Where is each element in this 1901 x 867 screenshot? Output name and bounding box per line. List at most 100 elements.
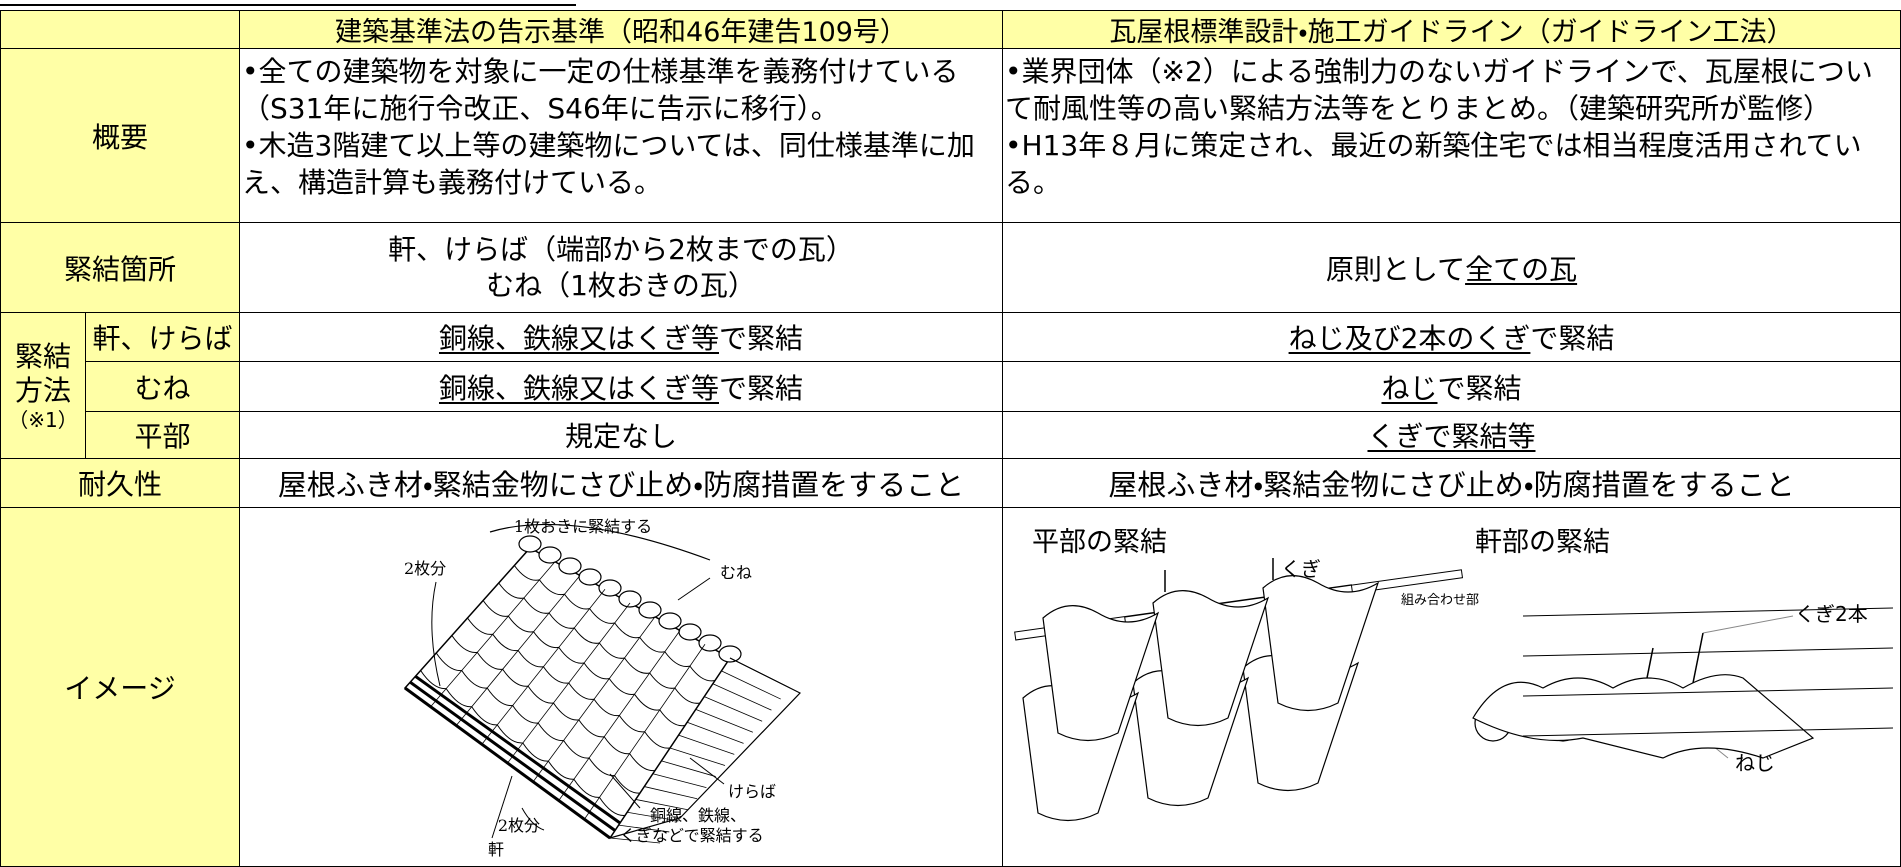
paragraph: •木造3階建て以上等の建築物については、同仕様基準に加え、構造計算も義務付けてい… [242,129,975,199]
eave-tile [1472,674,1815,759]
text: 銅線、鉄線又はくぎ等で緊結 [439,367,803,407]
tile-course [435,652,641,794]
text: 原則として全ての瓦 [1326,248,1577,288]
cell: 軒、けらば（端部から2枚までの瓦） むね（1枚おきの瓦） [239,222,1003,313]
paragraph: •H13年８月に策定され、最近の新築住宅では相当程度活用されている。 [1005,129,1862,199]
ridge-tile [678,623,702,641]
illustration-label: 組み合わせ部 [1401,593,1479,608]
illustration-label: 軒 [488,840,504,859]
tile-course [498,582,701,704]
hatch [678,734,735,755]
text: むね（1枚おきの瓦） [486,268,756,302]
label: むね [134,371,191,405]
text: で緊結 [719,322,804,355]
tile [1262,575,1380,712]
ridge-tile [538,546,562,564]
text: 軒、けらば（端部から2枚までの瓦） [388,232,854,266]
illustration-label: 1枚おきに緊結する [514,517,652,536]
text: ねじで緊結 [1381,367,1521,407]
tile [1152,590,1270,727]
brace [489,523,711,561]
row-label: 概要 [0,48,240,223]
text: 原則として [1325,252,1466,286]
hatch [661,760,716,777]
illustration-label: くぎなどで緊結する [620,826,764,845]
row-label: 耐久性 [0,458,240,508]
brace [521,807,545,831]
hatch [618,824,670,833]
label: 緊結箇所 [63,252,176,286]
corner-cell [0,10,240,49]
cell: 屋根ふき材・緊結金物にさび止め・防腐措置をすること [1002,458,1901,508]
ridge-tile [618,590,642,608]
label: 平部 [134,420,191,453]
header-text: 瓦屋根標準設計・施工ガイドライン（ガイドライン工法） [1109,17,1794,48]
label: 軒、けらば [92,322,233,355]
illustration-label: 銅線、鉄線、 [650,806,746,825]
hatch [712,683,772,711]
cell: 銅線、鉄線又はくぎ等で緊結 [239,312,1003,362]
tile-course [513,565,716,682]
header-cell: 建築基準法の告示基準（昭和46年建告109号） [239,10,1003,49]
text: 屋根ふき材・緊結金物にさび止め・防腐措置をすること [1108,468,1795,502]
header-cell: 瓦屋根標準設計・施工ガイドライン（ガイドライン工法） [1002,10,1901,49]
underlined-text: 銅線、鉄線又はくぎ等 [438,322,719,355]
header-text: 建築基準法の告示基準（昭和46年建告109号） [335,17,907,48]
hatch [652,773,707,789]
label: 概要 [91,120,148,154]
label: 緊結方法 [14,339,71,407]
text: で緊結 [719,371,804,405]
row-label: 軒、けらば [85,312,240,362]
hatch [704,696,763,722]
paragraph: •全ての建築物を対象に一定の仕様基準を義務付けている（S31年に施行令改正、S4… [242,55,959,125]
nail [1692,632,1704,684]
rail [1522,727,1894,737]
cell: 規定なし [239,411,1003,459]
hatch [609,837,661,844]
row-label: 平部 [85,411,240,459]
underlined-text: ねじ及び2本のくぎ [1288,322,1531,355]
ridge-tile [558,557,582,575]
text: ねじ及び2本のくぎで緊結 [1289,317,1615,357]
illustration-label: 2枚分 [498,816,540,835]
hatch [695,709,754,733]
tile-course [467,617,671,749]
illustration-title: 平部の緊結 [1032,527,1167,558]
illustration-label: むね [720,563,752,582]
hatch [635,799,688,811]
text: 銅線、鉄線又はくぎ等で緊結 [439,317,803,357]
rail [1522,607,1894,617]
ridge-tile [698,634,722,652]
text: 規定なし [564,420,677,453]
ridge-tile [638,601,662,619]
cell: 原則として全ての瓦 [1002,222,1901,313]
image-cell: 1枚おきに緊結する むね 2枚分 けらば 2枚分 銅線、鉄線、 くぎなどで緊結す… [239,507,1003,867]
tile-course [451,635,656,772]
note: （※1） [8,407,78,432]
cell: ねじ及び2本のくぎで緊結 [1002,312,1901,362]
text: で緊結 [1437,371,1522,405]
group-label: 緊結方法 （※1） [0,312,86,459]
leader [491,775,513,839]
cell: 銅線、鉄線又はくぎ等で緊結 [239,361,1003,412]
ridge-tile [598,579,622,597]
ridge-tile [658,612,682,630]
illustration-label: 2枚分 [404,559,446,578]
roof-illustration: 1枚おきに緊結する むね 2枚分 けらば 2枚分 銅線、鉄線、 くぎなどで緊結す… [403,517,801,859]
underlined-text: 全ての瓦 [1465,252,1578,286]
ridge-tile [718,645,742,663]
cell: ねじで緊結 [1002,361,1901,412]
underlined-text: ねじ [1381,371,1438,405]
rail [1522,687,1894,697]
hatch [669,747,726,766]
tile-illustration: 平部の緊結 軒部の緊結 くぎ 組み合わせ部 くぎ2本 ねじ [1014,527,1894,822]
row-label: イメージ [0,507,240,867]
row-label: むね [85,361,240,412]
illustration-label: けらば [728,782,776,801]
rail [1522,647,1894,657]
cell: •全ての建築物を対象に一定の仕様基準を義務付けている（S31年に施行令改正、S4… [239,48,1003,223]
ridge-tile [518,535,542,553]
text: で緊結 [1530,322,1615,355]
